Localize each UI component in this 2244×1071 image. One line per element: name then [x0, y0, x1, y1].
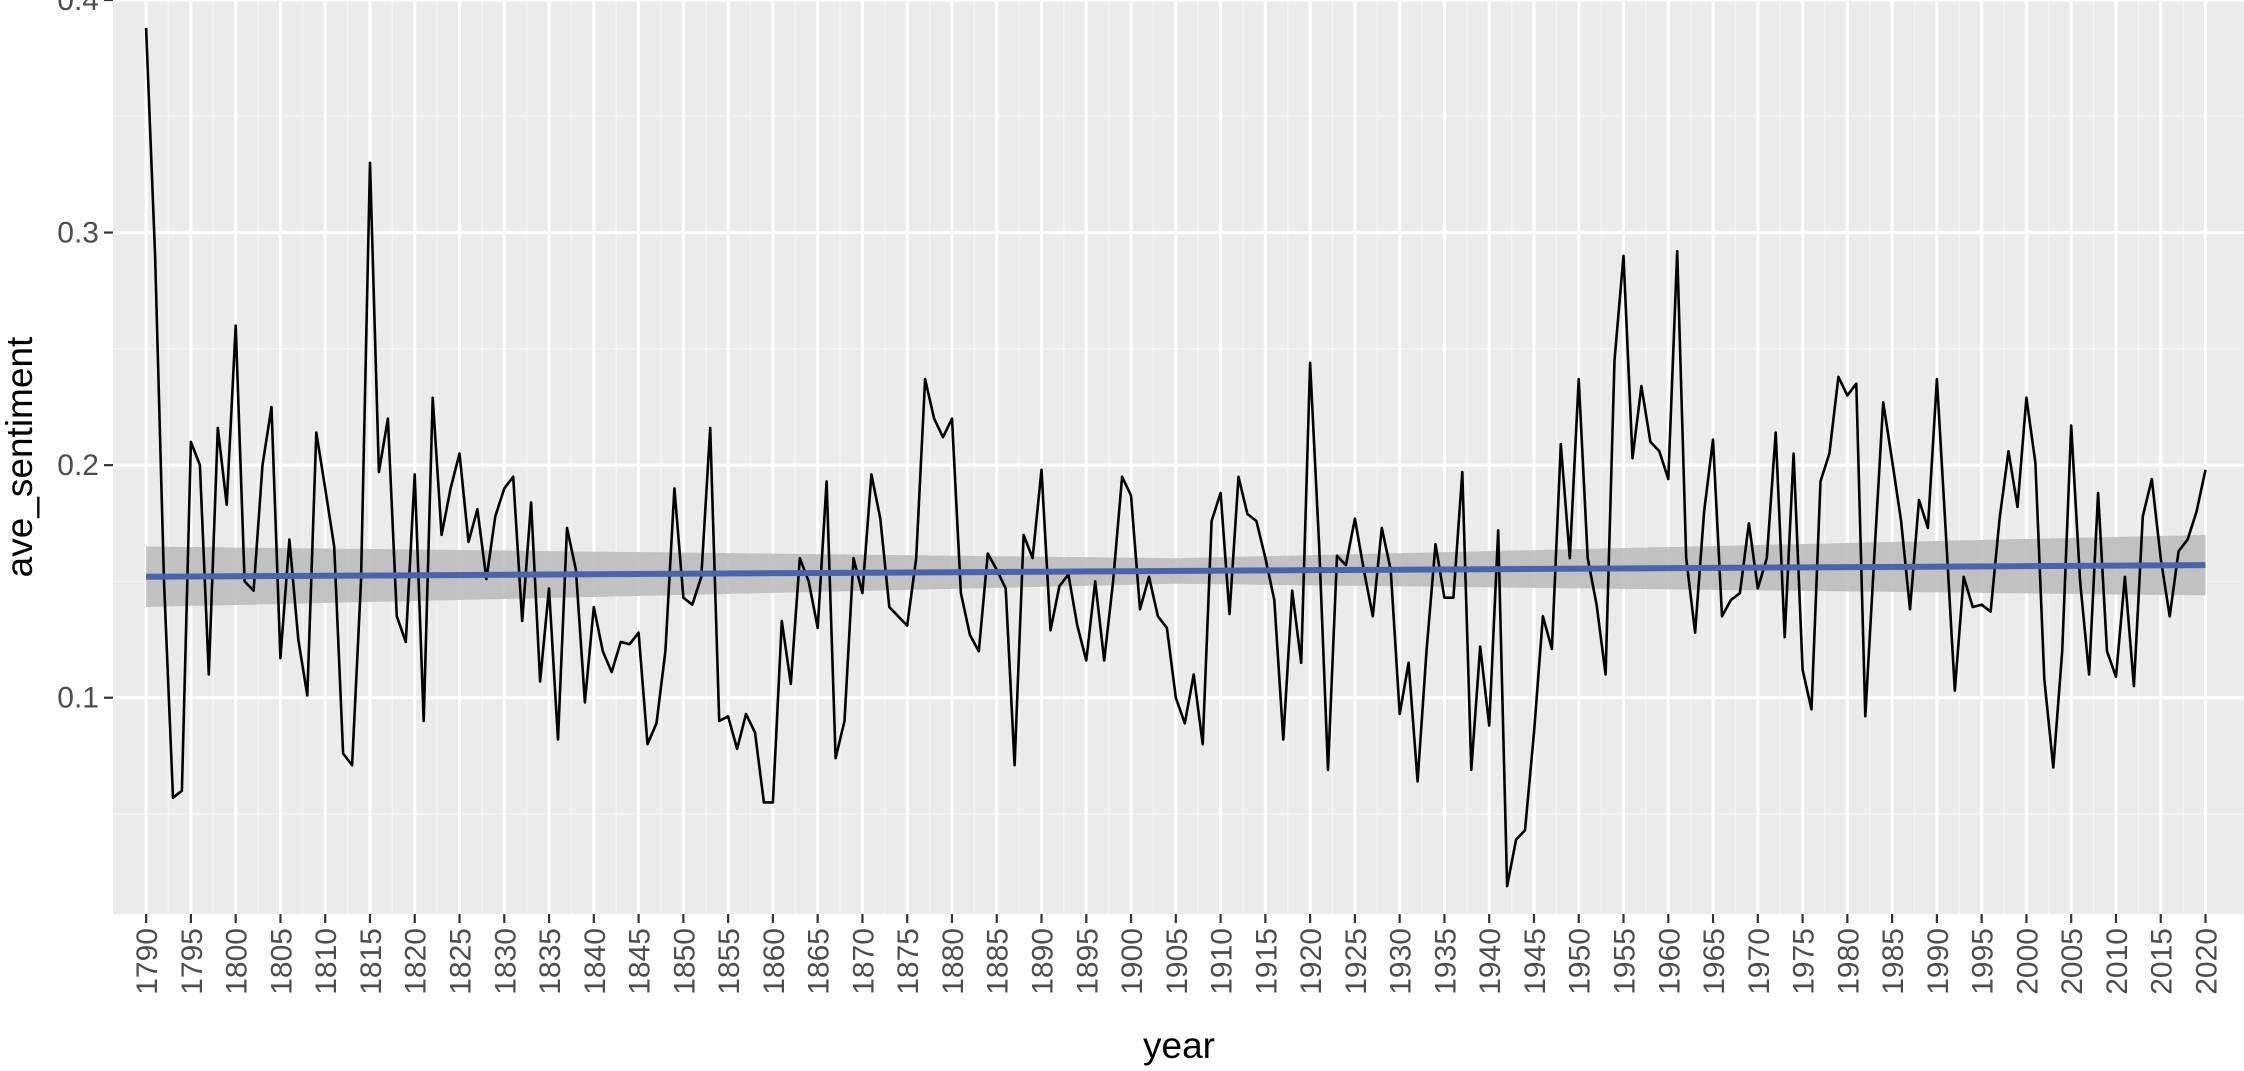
- x-tick-label: 1965: [1698, 928, 1731, 995]
- y-tick-label: 0.3: [57, 217, 99, 250]
- x-tick-label: 1805: [265, 928, 298, 995]
- x-tick-label: 1825: [445, 928, 478, 995]
- x-tick-label: 1880: [937, 928, 970, 995]
- x-tick-label: 2015: [2146, 928, 2179, 995]
- x-tick-label: 1945: [1519, 928, 1552, 995]
- data-series: [144, 27, 2207, 888]
- x-tick-label: 1830: [489, 928, 522, 995]
- x-tick-label: 1795: [176, 928, 209, 995]
- x-tick-label: 2000: [2011, 928, 2044, 995]
- x-tick-label: 1920: [1295, 928, 1328, 995]
- x-tick-label: 1885: [982, 928, 1015, 995]
- major-gridlines: [113, 0, 2244, 914]
- x-tick-label: 1980: [1832, 928, 1865, 995]
- x-tick-label: 1835: [534, 928, 567, 995]
- x-tick-label: 1875: [892, 928, 925, 995]
- x-tick-label: 1845: [624, 928, 657, 995]
- x-tick-label: 1850: [668, 928, 701, 995]
- y-tick-label: 0.4: [57, 0, 99, 17]
- x-tick-label: 1910: [1206, 928, 1239, 995]
- x-tick-label: 1940: [1474, 928, 1507, 995]
- x-tick-label: 1975: [1788, 928, 1821, 995]
- trend-line: [146, 562, 2206, 580]
- y-axis-title: ave_sentiment: [0, 336, 40, 577]
- y-tick-label: 0.2: [57, 449, 99, 482]
- x-tick-label: 1860: [758, 928, 791, 995]
- x-tick-label: 1865: [803, 928, 836, 995]
- x-tick-label: 1855: [713, 928, 746, 995]
- x-tick-label: 1970: [1743, 928, 1776, 995]
- trend-line-layer: [146, 562, 2206, 580]
- x-tick-label: 1895: [1071, 928, 1104, 995]
- x-tick-label: 1915: [1250, 928, 1283, 995]
- x-tick-label: 1930: [1385, 928, 1418, 995]
- x-axis: 1790 1795 1800 1805 1810 1815 1820 1825 1830 1835…: [131, 914, 2224, 995]
- x-tick-label: 1870: [847, 928, 880, 995]
- x-tick-label: 1900: [1116, 928, 1149, 995]
- x-tick-label: 2005: [2056, 928, 2089, 995]
- x-tick-label: 1935: [1429, 928, 1462, 995]
- y-tick-label: 0.1: [57, 682, 99, 715]
- plot-panel: [113, 0, 2244, 914]
- x-tick-label: 1810: [310, 928, 343, 995]
- x-tick-label: 1800: [221, 928, 254, 995]
- x-tick-label: 1990: [1922, 928, 1955, 995]
- x-tick-label: 1955: [1609, 928, 1642, 995]
- minor-gridlines: [113, 0, 2244, 914]
- sentiment-line: [144, 27, 2207, 888]
- x-tick-label: 1890: [1027, 928, 1060, 995]
- x-tick-label: 1995: [1967, 928, 2000, 995]
- x-tick-label: 2020: [2191, 928, 2224, 995]
- x-tick-label: 2010: [2101, 928, 2134, 995]
- x-tick-label: 1820: [400, 928, 433, 995]
- x-tick-label: 1840: [579, 928, 612, 995]
- x-tick-label: 1950: [1564, 928, 1597, 995]
- x-tick-label: 1905: [1161, 928, 1194, 995]
- x-tick-label: 1815: [355, 928, 388, 995]
- x-tick-label: 1925: [1340, 928, 1373, 995]
- x-tick-label: 1960: [1653, 928, 1686, 995]
- y-axis: 0.1 0.2 0.3 0.4: [57, 0, 113, 715]
- x-tick-label: 1985: [1877, 928, 1910, 995]
- x-axis-title: year: [1143, 1025, 1215, 1066]
- x-tick-label: 1790: [131, 928, 164, 995]
